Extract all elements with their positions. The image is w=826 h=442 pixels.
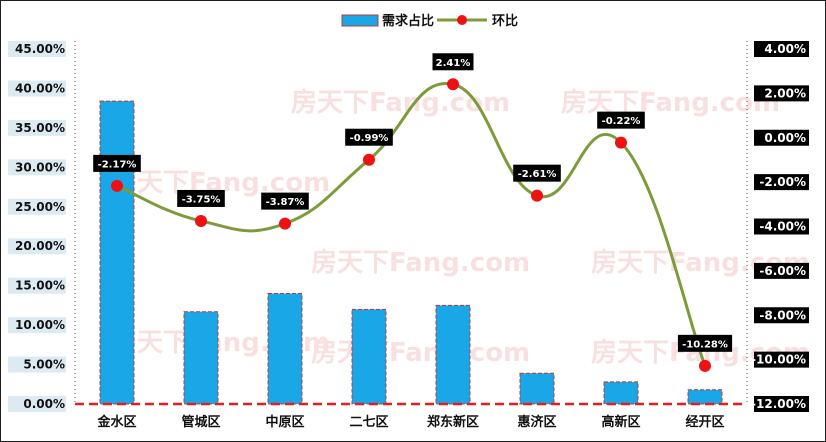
left-tick-label: 45.00% — [15, 42, 65, 56]
data-label-bg — [261, 192, 309, 210]
right-tick-label: -8.00% — [759, 308, 806, 322]
bar-高新区 — [603, 381, 639, 405]
line-point-中原区 — [279, 217, 291, 230]
right-tick-bg — [754, 351, 809, 368]
right-tick-bg — [754, 396, 809, 412]
left-tick-bg — [8, 238, 66, 255]
line-point-经开区 — [699, 359, 711, 372]
right-tick-label: -4.00% — [759, 220, 806, 234]
category-label: 经开区 — [685, 414, 724, 430]
data-label: -0.22% — [602, 116, 641, 127]
right-tick-label: -2.00% — [759, 175, 806, 189]
right-tick-bg — [754, 262, 809, 279]
category-label: 管城区 — [181, 414, 220, 430]
data-label: -3.75% — [182, 194, 221, 205]
right-tick-label: 0.00% — [764, 131, 806, 145]
watermark: 房天下Fang.com — [311, 338, 530, 368]
data-label: 2.41% — [436, 58, 471, 69]
legend-line-marker — [457, 15, 467, 25]
left-tick-label: 15.00% — [15, 279, 65, 293]
right-tick-label: -10.00% — [751, 353, 806, 367]
line-point-金水区 — [111, 179, 123, 192]
left-tick-bg — [8, 356, 66, 373]
right-tick-label: 2.00% — [764, 86, 806, 100]
category-label: 高新区 — [601, 414, 640, 430]
left-tick-label: 40.00% — [15, 81, 65, 95]
data-label: -2.61% — [518, 169, 557, 180]
legend-label: 环比 — [492, 13, 518, 29]
watermark: 房天下Fang.com — [291, 88, 510, 118]
left-tick-bg — [8, 41, 66, 57]
watermark: 房天下Fang.com — [311, 248, 530, 278]
right-tick-label: -6.00% — [759, 264, 806, 278]
data-label-bg — [677, 334, 733, 352]
left-tick-label: 35.00% — [15, 121, 65, 135]
right-tick-bg — [754, 174, 809, 191]
line-point-二七区 — [363, 153, 375, 166]
left-tick-bg — [8, 198, 66, 215]
legend-label: 需求占比 — [382, 13, 434, 29]
legend: 需求占比 环比 — [341, 13, 518, 29]
left-tick-label: 0.00% — [23, 397, 65, 411]
legend-bar-swatch — [341, 14, 379, 27]
line-point-高新区 — [615, 136, 627, 149]
category-label: 中原区 — [265, 414, 304, 430]
left-tick-label: 20.00% — [15, 239, 65, 253]
bar-管城区 — [183, 311, 219, 405]
right-tick-bg — [754, 85, 809, 102]
left-tick-bg — [8, 277, 66, 294]
bar-金水区 — [99, 100, 135, 405]
category-label: 惠济区 — [517, 414, 556, 430]
bar-经开区 — [687, 389, 723, 405]
left-tick-label: 5.00% — [23, 358, 65, 372]
line-point-郑东新区 — [447, 78, 459, 91]
left-tick-bg — [8, 317, 66, 334]
right-tick-bg — [754, 218, 809, 235]
data-label: -10.28% — [682, 339, 728, 350]
left-tick-label: 10.00% — [15, 318, 65, 332]
data-label-bg — [597, 111, 645, 129]
left-tick-bg — [8, 396, 66, 412]
left-tick-bg — [8, 119, 66, 136]
data-label: -3.87% — [266, 197, 305, 208]
bar-惠济区 — [519, 372, 555, 405]
category-label: 二七区 — [349, 415, 388, 430]
left-tick-label: 25.00% — [15, 200, 65, 214]
right-tick-bg — [754, 129, 809, 146]
left-tick-bg — [8, 159, 66, 176]
data-label-bg — [177, 189, 225, 207]
right-tick-bg — [754, 307, 809, 324]
line-point-管城区 — [195, 214, 207, 227]
right-tick-bg — [754, 41, 809, 57]
data-label-bg — [345, 128, 393, 146]
bar-中原区 — [267, 293, 303, 405]
left-tick-bg — [8, 80, 66, 97]
data-label: -2.17% — [98, 159, 137, 170]
data-label-bg — [513, 164, 561, 182]
data-label-bg — [93, 154, 141, 172]
category-label: 金水区 — [96, 414, 136, 430]
bar-郑东新区 — [435, 304, 471, 405]
data-label-bg — [432, 53, 474, 71]
line-point-惠济区 — [531, 189, 543, 202]
bar-二七区 — [351, 308, 387, 405]
right-tick-label: -12.00% — [751, 397, 806, 411]
data-label: -0.99% — [350, 133, 389, 144]
left-tick-label: 30.00% — [15, 160, 65, 174]
right-tick-label: 4.00% — [764, 42, 806, 56]
category-label: 郑东新区 — [427, 414, 479, 430]
